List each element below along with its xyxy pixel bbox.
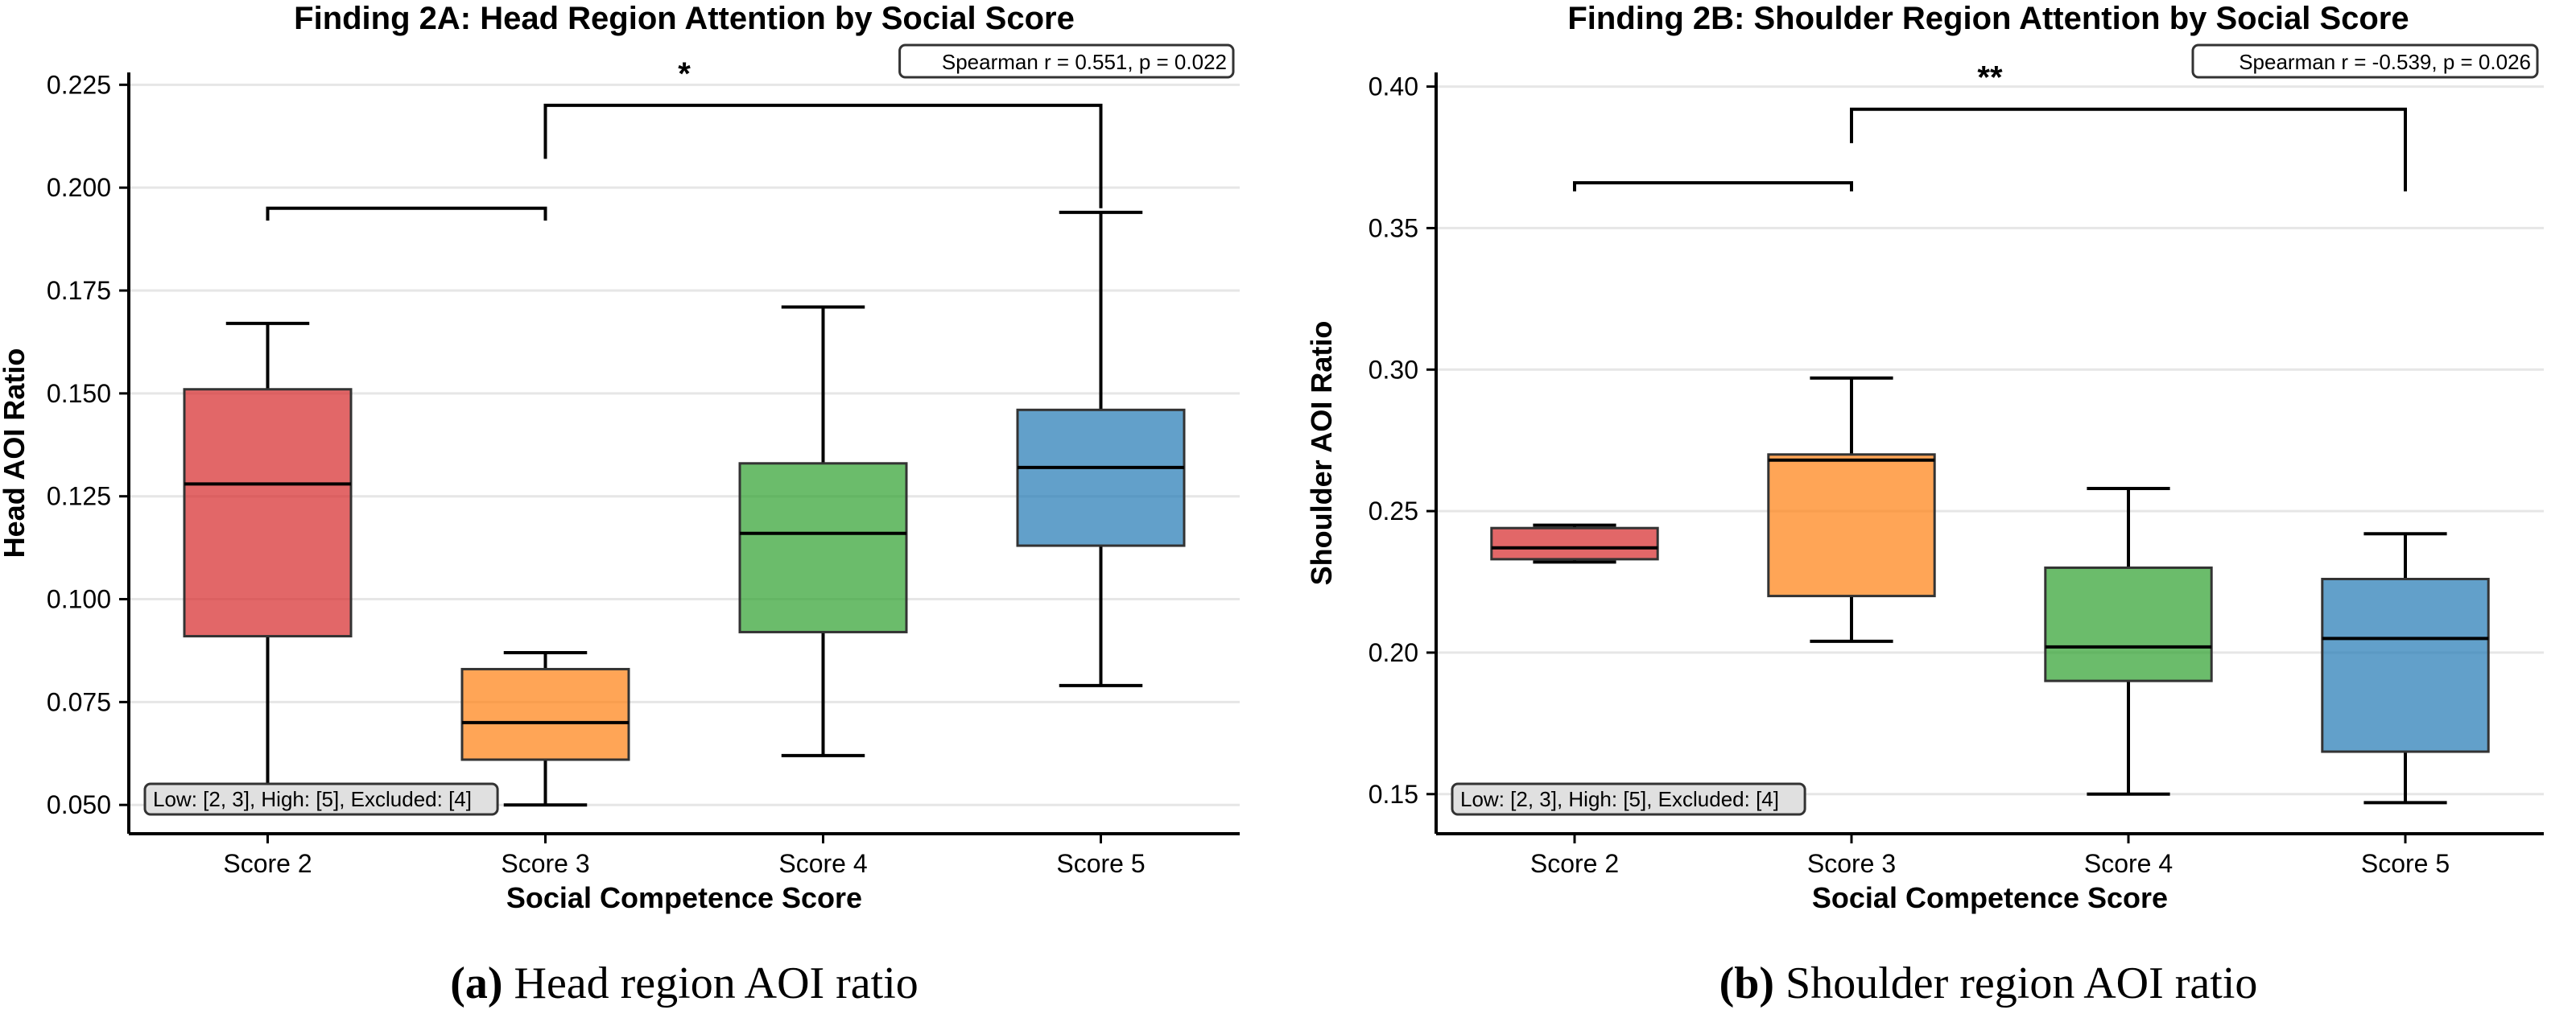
x-tick-label: Score 4 [778, 849, 867, 878]
bracket-line [266, 206, 547, 221]
caption-label: (a) [450, 958, 502, 1008]
iqr-box [1767, 453, 1936, 598]
bracket-line [543, 103, 1103, 208]
x-tick-label: Score 5 [2361, 849, 2450, 878]
x-tick-label: Score 5 [1056, 849, 1145, 878]
y-tick-label: 0.050 [47, 790, 111, 819]
iqr-box [2321, 577, 2490, 753]
significance-label: * [678, 56, 691, 92]
bracket-line [1573, 181, 1853, 192]
group-legend-box: Low: [2, 3], High: [5], Excluded: [4] [1451, 782, 1806, 816]
x-tick-label: Score 2 [1530, 849, 1619, 878]
box-score-2 [1490, 523, 1659, 564]
x-axis-label: Social Competence Score [506, 881, 862, 914]
stats-frame [2191, 43, 2539, 79]
stats-text: Spearman r = -0.539, p = 0.026 [2239, 50, 2531, 74]
significance-bracket [266, 206, 547, 221]
stats-box: Spearman r = 0.551, p = 0.022 [898, 43, 1235, 79]
stats-frame [898, 43, 1235, 79]
iqr-box [738, 462, 908, 633]
y-tick-label: 0.35 [1368, 213, 1418, 242]
box-score-2 [183, 321, 353, 798]
significance-label: ** [1977, 60, 2003, 96]
y-tick-label: 0.40 [1368, 72, 1418, 101]
y-tick-label: 0.075 [47, 687, 111, 716]
stats-box: Spearman r = -0.539, p = 0.026 [2191, 43, 2539, 79]
y-tick-label: 0.200 [47, 173, 111, 202]
x-axis-label: Social Competence Score [1812, 881, 2168, 914]
iqr-box [460, 667, 630, 761]
group-frame [143, 782, 499, 816]
caption-text: Head region AOI ratio [503, 958, 919, 1008]
x-tick-label: Score 3 [501, 849, 589, 878]
y-tick-label: 0.175 [47, 276, 111, 305]
subfigure-caption: (b) Shoulder region AOI ratio [1719, 958, 2258, 1008]
x-tick-label: Score 2 [223, 849, 312, 878]
x-tick-label: Score 3 [1807, 849, 1896, 878]
y-tick-label: 0.150 [47, 379, 111, 408]
iqr-box [183, 388, 353, 638]
panel-b: Finding 2B: Shoulder Region Attention by… [1305, 1, 2544, 1008]
box-score-3 [460, 651, 630, 807]
box-score-4 [2044, 486, 2213, 796]
group-text: Low: [2, 3], High: [5], Excluded: [4] [153, 787, 472, 811]
y-tick-label: 0.125 [47, 482, 111, 511]
bracket-line [1850, 107, 2407, 192]
group-legend-box: Low: [2, 3], High: [5], Excluded: [4] [143, 782, 499, 816]
group-frame [1451, 782, 1806, 816]
y-tick-label: 0.100 [47, 585, 111, 614]
y-axis-label: Head AOI Ratio [0, 348, 31, 559]
y-tick-label: 0.225 [47, 70, 111, 99]
y-tick-label: 0.30 [1368, 355, 1418, 384]
significance-bracket [1573, 181, 1853, 192]
chart-title: Finding 2A: Head Region Attention by Soc… [294, 1, 1075, 36]
panel-a: Finding 2A: Head Region Attention by Soc… [0, 1, 1240, 1008]
significance-bracket: ** [1850, 60, 2407, 192]
iqr-box [1016, 408, 1186, 547]
y-tick-label: 0.25 [1368, 497, 1418, 526]
caption-text: Shoulder region AOI ratio [1774, 958, 2257, 1008]
box-score-4 [738, 305, 908, 757]
iqr-box [1490, 526, 1659, 561]
stats-text: Spearman r = 0.551, p = 0.022 [942, 50, 1227, 74]
box-score-3 [1767, 376, 1936, 643]
caption-label: (b) [1719, 958, 1774, 1008]
box-score-5 [2321, 532, 2490, 805]
subfigure-caption: (a) Head region AOI ratio [450, 958, 919, 1008]
box-score-5 [1016, 210, 1186, 687]
x-tick-label: Score 4 [2084, 849, 2173, 878]
group-text: Low: [2, 3], High: [5], Excluded: [4] [1460, 787, 1779, 811]
chart-title: Finding 2B: Shoulder Region Attention by… [1567, 1, 2409, 36]
iqr-box [2044, 566, 2213, 682]
y-tick-label: 0.20 [1368, 638, 1418, 667]
y-tick-label: 0.15 [1368, 780, 1418, 809]
significance-bracket: * [543, 56, 1103, 208]
y-axis-label: Shoulder AOI Ratio [1305, 321, 1338, 586]
